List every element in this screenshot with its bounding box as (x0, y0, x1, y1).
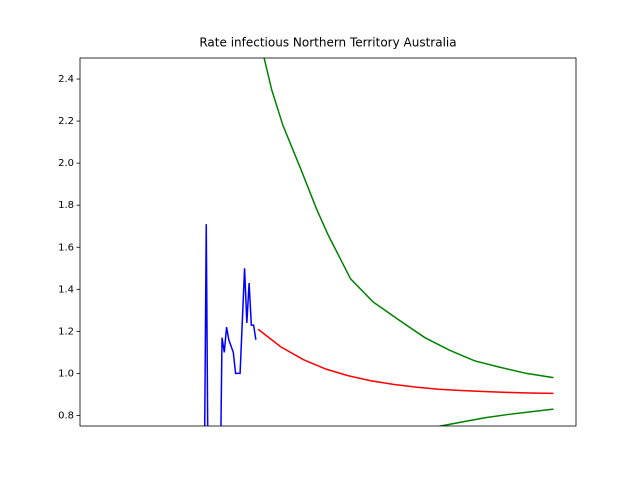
plot-area (203, 58, 554, 426)
y-tick-label: 1.2 (58, 326, 74, 337)
data-line (257, 328, 554, 395)
y-tick-label: 1.8 (58, 200, 74, 211)
data-line (263, 58, 554, 379)
data-line (437, 408, 554, 426)
y-tick-label: 1.0 (58, 368, 74, 379)
y-tick-label: 0.8 (58, 410, 74, 421)
y-tick-label: 2.2 (58, 116, 74, 127)
chart-title: Rate infectious Northern Territory Austr… (199, 36, 456, 50)
y-tick-label: 2.0 (58, 158, 74, 169)
y-tick-label: 2.4 (58, 74, 74, 85)
y-tick-label: 1.6 (58, 242, 74, 253)
data-line (203, 224, 257, 426)
axes-frame (79, 57, 577, 427)
y-tick-label: 1.4 (58, 284, 74, 295)
